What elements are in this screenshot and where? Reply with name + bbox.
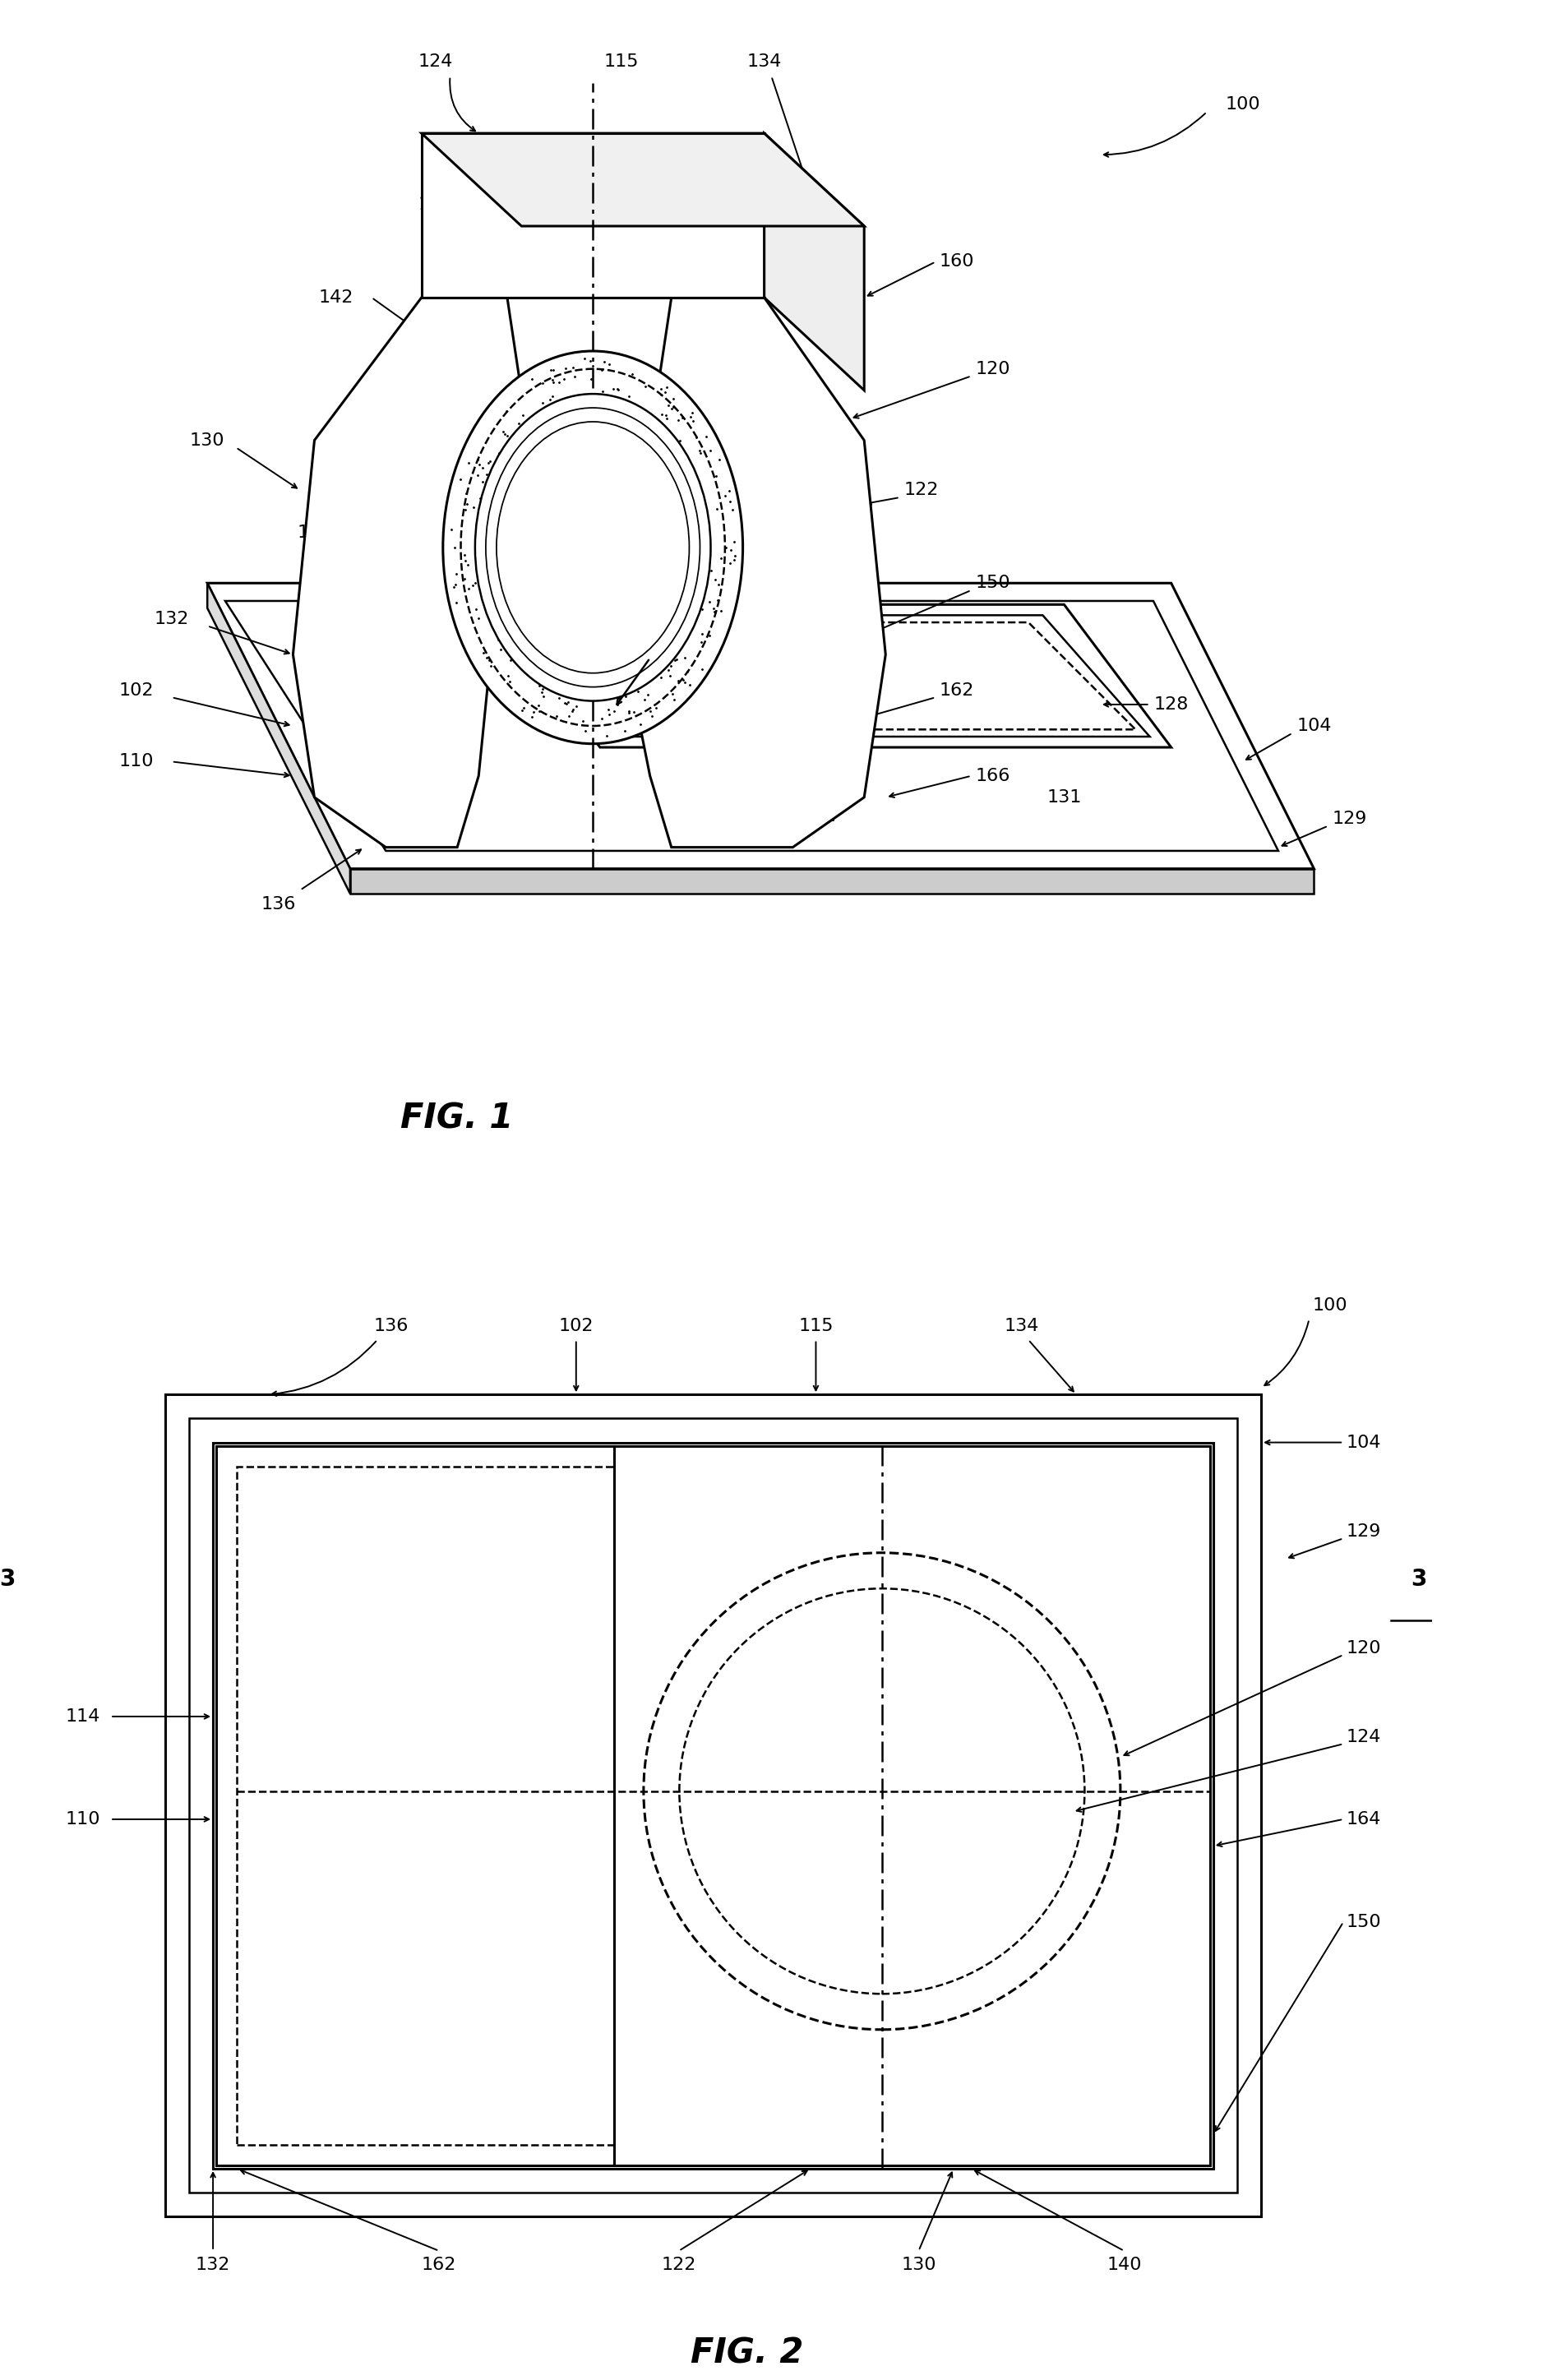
Text: 166: 166 xyxy=(975,769,1010,783)
Polygon shape xyxy=(621,298,886,847)
Text: 115: 115 xyxy=(799,1319,833,1335)
Bar xyxy=(216,1447,613,2166)
Bar xyxy=(237,1466,613,2144)
Text: 122: 122 xyxy=(662,2256,696,2273)
Text: 162: 162 xyxy=(422,2256,456,2273)
Text: 129: 129 xyxy=(1333,812,1367,826)
Text: 3: 3 xyxy=(1411,1568,1426,1590)
Text: 104: 104 xyxy=(1347,1435,1381,1452)
Bar xyxy=(165,1395,1261,2216)
Text: 162: 162 xyxy=(939,683,975,697)
Text: 128: 128 xyxy=(1154,697,1188,712)
Bar xyxy=(188,1418,1238,2192)
Text: 130: 130 xyxy=(190,433,224,447)
Text: 100: 100 xyxy=(1313,1297,1347,1314)
Text: 120: 120 xyxy=(975,362,1010,376)
Polygon shape xyxy=(293,298,529,847)
Polygon shape xyxy=(207,583,1314,869)
Text: 110: 110 xyxy=(65,1811,100,1828)
Text: 130: 130 xyxy=(902,2256,936,2273)
Polygon shape xyxy=(422,133,764,298)
Polygon shape xyxy=(226,602,1278,852)
Text: 150: 150 xyxy=(975,576,1010,590)
Text: 140: 140 xyxy=(1107,2256,1141,2273)
Text: 129: 129 xyxy=(1347,1523,1381,1540)
Text: 100: 100 xyxy=(1225,98,1260,112)
Bar xyxy=(613,1447,1210,2166)
Text: 132: 132 xyxy=(196,2256,230,2273)
Text: 131: 131 xyxy=(1046,790,1082,804)
Text: FIG. 2: FIG. 2 xyxy=(691,2337,803,2370)
Ellipse shape xyxy=(442,350,743,743)
Text: 150: 150 xyxy=(1347,1914,1381,1930)
Text: 164: 164 xyxy=(1347,1811,1381,1828)
Text: 136: 136 xyxy=(262,897,296,912)
Text: 3: 3 xyxy=(0,1568,16,1590)
Text: 164: 164 xyxy=(419,198,453,212)
Text: 134: 134 xyxy=(1004,1319,1039,1335)
Text: 134: 134 xyxy=(747,55,782,69)
Polygon shape xyxy=(494,605,1171,747)
Polygon shape xyxy=(514,616,1149,738)
Text: 124: 124 xyxy=(1347,1728,1381,1745)
Text: 104: 104 xyxy=(1297,719,1331,733)
Text: FIG. 1: FIG. 1 xyxy=(400,1102,514,1135)
Text: 132: 132 xyxy=(154,612,188,626)
Ellipse shape xyxy=(475,393,710,700)
Text: 110: 110 xyxy=(118,754,154,769)
Text: 124: 124 xyxy=(419,55,453,69)
Polygon shape xyxy=(350,869,1314,895)
Polygon shape xyxy=(207,583,350,895)
Text: 120: 120 xyxy=(1347,1640,1381,1656)
Text: 122: 122 xyxy=(905,483,939,497)
Text: 142: 142 xyxy=(319,290,353,305)
Text: 102: 102 xyxy=(118,683,154,697)
Text: 112: 112 xyxy=(297,526,332,540)
Text: 115: 115 xyxy=(604,55,638,69)
Text: 102: 102 xyxy=(559,1319,593,1335)
Text: 160: 160 xyxy=(939,255,975,269)
Bar xyxy=(213,1442,1213,2168)
Text: 136: 136 xyxy=(374,1319,408,1335)
Polygon shape xyxy=(422,133,864,226)
Text: 114: 114 xyxy=(65,1709,100,1726)
Polygon shape xyxy=(764,133,864,390)
